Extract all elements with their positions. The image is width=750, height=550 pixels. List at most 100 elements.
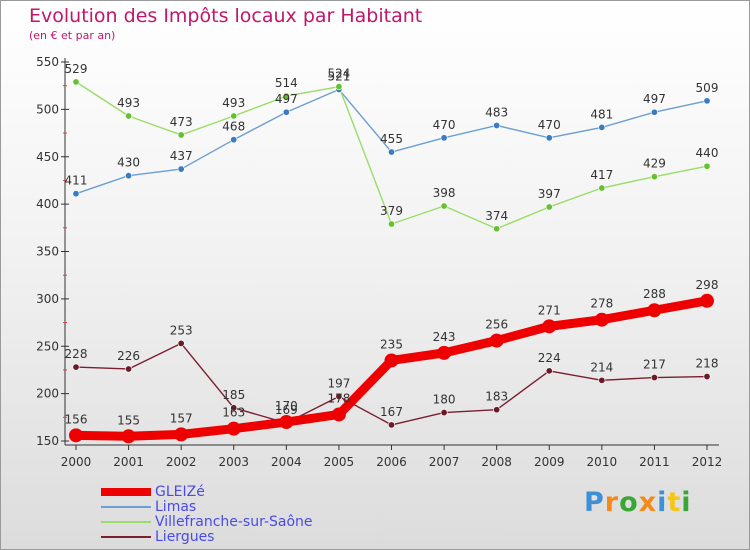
data-point — [650, 374, 658, 382]
x-tick-label: 2008 — [481, 455, 512, 469]
data-point — [125, 172, 133, 180]
y-tick-label: 300 — [36, 292, 59, 306]
y-tick-label: 500 — [36, 102, 59, 116]
data-point — [282, 108, 290, 116]
data-label: 398 — [433, 186, 456, 200]
data-point — [72, 190, 80, 198]
data-label: 256 — [485, 318, 508, 332]
data-label: 470 — [538, 118, 561, 132]
data-point — [72, 78, 80, 86]
y-tick-label: 200 — [36, 387, 59, 401]
brand-letter: o — [619, 487, 639, 518]
brand-letter: r — [604, 487, 620, 518]
data-point — [650, 173, 658, 181]
data-point — [387, 220, 395, 228]
data-label: 243 — [433, 330, 456, 344]
chart-title: Evolution des Impôts locaux par Habitant — [29, 5, 423, 27]
data-point — [279, 415, 294, 430]
data-point — [545, 134, 553, 142]
data-label: 271 — [538, 303, 561, 317]
data-label: 235 — [380, 337, 403, 351]
data-label: 218 — [696, 357, 719, 371]
data-label: 170 — [275, 399, 298, 413]
data-label: 157 — [170, 411, 193, 425]
data-label: 497 — [643, 92, 666, 106]
data-point — [437, 345, 452, 360]
data-label: 183 — [485, 390, 508, 404]
brand-letter: t — [667, 487, 682, 518]
data-label: 524 — [327, 67, 350, 81]
data-point — [440, 409, 448, 417]
data-point — [226, 421, 241, 436]
data-point — [440, 134, 448, 142]
data-point — [121, 429, 136, 444]
data-label: 178 — [327, 391, 350, 405]
data-point — [489, 333, 504, 348]
data-label: 169 — [275, 403, 298, 417]
x-tick-label: 2009 — [534, 455, 565, 469]
x-tick-label: 2005 — [324, 455, 355, 469]
brand-letter: x — [638, 487, 658, 518]
axes: 150 200 250 300 350 400 450 500 550 2000 2001 2002 2… — [36, 55, 722, 469]
data-label: 497 — [275, 92, 298, 106]
data-point — [493, 121, 501, 129]
legend-swatch — [101, 506, 151, 508]
data-label: 278 — [590, 297, 613, 311]
data-label: 224 — [538, 351, 561, 365]
data-point — [177, 339, 185, 347]
data-label: 455 — [380, 132, 403, 146]
y-tick-label: 350 — [36, 245, 59, 259]
data-label: 228 — [65, 347, 88, 361]
brand-letter: i — [657, 487, 668, 518]
data-point — [493, 406, 501, 414]
x-tick-label: 2012 — [692, 455, 723, 469]
data-point — [177, 165, 185, 173]
y-tick-label: 450 — [36, 150, 59, 164]
data-point — [594, 312, 609, 327]
data-label: 481 — [590, 107, 613, 121]
data-label: 529 — [65, 62, 88, 76]
x-tick-label: 2007 — [429, 455, 460, 469]
data-label: 483 — [485, 105, 508, 119]
data-point — [598, 376, 606, 384]
data-label: 226 — [117, 349, 140, 363]
data-point — [230, 112, 238, 120]
data-label: 298 — [696, 278, 719, 292]
data-label: 214 — [590, 360, 613, 374]
data-label: 197 — [327, 376, 350, 390]
data-point — [703, 373, 711, 381]
data-label: 521 — [327, 69, 350, 83]
data-point — [331, 407, 346, 422]
data-label: 397 — [538, 187, 561, 201]
y-tick-label: 400 — [36, 197, 59, 211]
data-point — [598, 184, 606, 192]
data-point — [335, 83, 343, 91]
data-point — [545, 203, 553, 211]
legend-label: Liergues — [155, 529, 215, 545]
x-tick-label: 2011 — [639, 455, 670, 469]
data-point — [174, 427, 189, 442]
data-point — [650, 108, 658, 116]
data-label: 514 — [275, 76, 298, 90]
data-point — [125, 365, 133, 373]
data-point — [387, 148, 395, 156]
brand-logo: Proxiti — [584, 487, 692, 518]
data-label: 417 — [590, 168, 613, 182]
data-point — [72, 363, 80, 371]
data-point — [282, 92, 290, 100]
data-label: 163 — [222, 406, 245, 420]
data-point — [230, 136, 238, 144]
data-point — [545, 367, 553, 375]
y-tick-label: 250 — [36, 339, 59, 353]
data-label: 473 — [170, 115, 193, 129]
data-labels: 411 430 437 468 497 521 455 470 483 470 481 497 509 5… — [65, 62, 719, 427]
data-label: 430 — [117, 156, 140, 170]
data-point — [700, 293, 714, 308]
legend-swatch — [101, 521, 151, 523]
x-tick-label: 2002 — [166, 455, 197, 469]
x-tick-label: 2000 — [61, 455, 92, 469]
data-label: 156 — [65, 412, 88, 426]
data-label: 288 — [643, 287, 666, 301]
data-point — [125, 112, 133, 120]
